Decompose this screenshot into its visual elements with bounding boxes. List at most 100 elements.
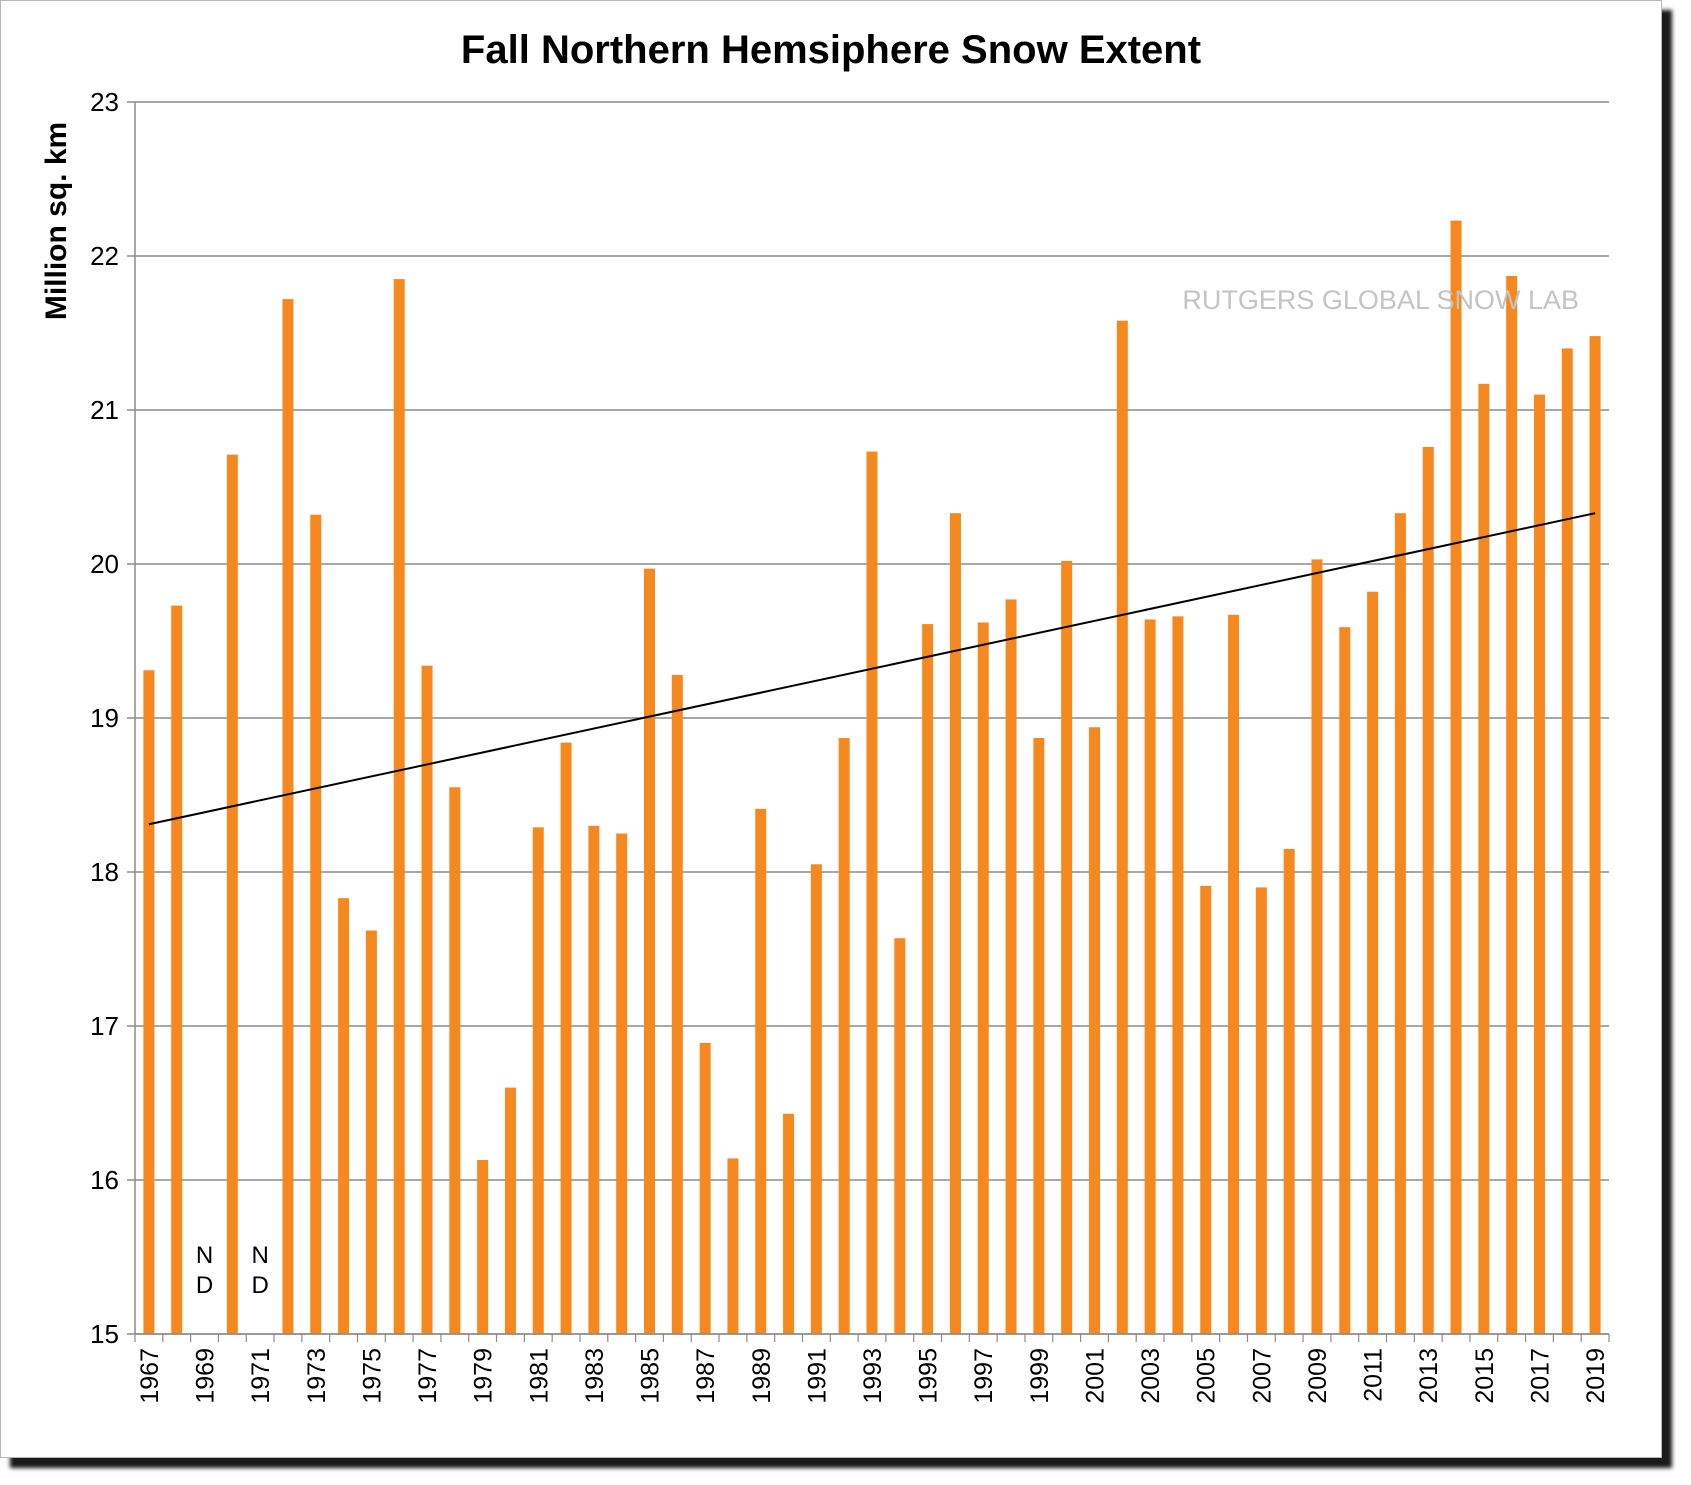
x-tick-label: 1989 xyxy=(748,1348,776,1404)
bar-1989 xyxy=(755,808,767,1334)
bar-1997 xyxy=(977,622,989,1334)
x-tick-label: 2003 xyxy=(1137,1348,1165,1404)
bar-1970 xyxy=(226,454,238,1334)
bar-1988 xyxy=(727,1158,739,1334)
y-tick-label: 15 xyxy=(90,1319,119,1349)
bar-2006 xyxy=(1228,614,1240,1334)
bar-2011 xyxy=(1367,591,1379,1334)
bar-2017 xyxy=(1533,394,1545,1335)
bar-2014 xyxy=(1450,220,1462,1335)
x-tick-label: 1999 xyxy=(1026,1348,1054,1404)
y-tick-label: 18 xyxy=(90,857,119,887)
bar-1994 xyxy=(894,938,906,1334)
bar-1976 xyxy=(393,279,405,1335)
bar-2018 xyxy=(1561,348,1573,1334)
bar-1968 xyxy=(171,605,183,1334)
y-axis-ticks: 15 16 17 18 19 20 21 22 23 xyxy=(90,87,135,1349)
x-tick-label: 1975 xyxy=(358,1348,386,1404)
bar-1998 xyxy=(1005,599,1017,1334)
x-tick-label: 2001 xyxy=(1081,1348,1109,1404)
x-tick-label: 2007 xyxy=(1248,1348,1276,1404)
bar-1985 xyxy=(644,568,656,1334)
chart-canvas: Fall Northern Hemsiphere Snow Extent Mil… xyxy=(40,28,1610,1404)
bar-1991 xyxy=(810,864,822,1334)
x-tick-label: 1987 xyxy=(692,1348,720,1404)
bar-2003 xyxy=(1144,619,1156,1334)
y-tick-label: 23 xyxy=(90,87,119,117)
bar-1999 xyxy=(1033,738,1045,1334)
x-axis-ticks: 1967 1969 1971 1973 1975 1977 1979 1981 1983 1985… xyxy=(134,1334,1610,1404)
no-data-label: N xyxy=(251,1242,268,1269)
bar-2009 xyxy=(1311,559,1323,1334)
x-tick-label: 1973 xyxy=(303,1348,331,1404)
axes xyxy=(134,102,1609,1335)
x-tick-label: 1971 xyxy=(247,1348,275,1404)
bar-2008 xyxy=(1283,848,1295,1334)
x-tick-label: 1985 xyxy=(637,1348,665,1404)
bar-1967 xyxy=(143,670,155,1334)
y-tick-label: 16 xyxy=(90,1165,119,1195)
bar-1995 xyxy=(922,624,934,1334)
bar-1983 xyxy=(588,825,600,1334)
bar-1996 xyxy=(949,513,961,1334)
bar-1974 xyxy=(338,898,350,1334)
bar-1980 xyxy=(504,1087,516,1334)
x-tick-label: 2009 xyxy=(1304,1348,1332,1404)
bar-1977 xyxy=(421,665,433,1334)
bar-1982 xyxy=(560,742,572,1334)
y-tick-label: 20 xyxy=(90,549,119,579)
y-tick-label: 19 xyxy=(90,703,119,733)
x-tick-label: 1979 xyxy=(470,1348,498,1404)
watermark: RUTGERS GLOBAL SNOW LAB xyxy=(1182,285,1579,315)
bar-2013 xyxy=(1422,446,1434,1335)
x-tick-label: 1997 xyxy=(970,1348,998,1404)
bar-1972 xyxy=(282,299,294,1334)
x-tick-label: 1993 xyxy=(859,1348,887,1404)
y-tick-label: 21 xyxy=(90,395,119,425)
trend-line xyxy=(148,512,1596,826)
x-tick-label: 1969 xyxy=(192,1348,220,1404)
bar-1993 xyxy=(866,451,878,1335)
y-axis-label: Million sq. km xyxy=(40,122,73,320)
no-data-label: N xyxy=(196,1242,213,1269)
bar-1979 xyxy=(477,1159,489,1334)
bar-2002 xyxy=(1116,320,1128,1334)
x-tick-label: 1991 xyxy=(803,1348,831,1404)
bar-1986 xyxy=(671,674,683,1334)
bar-2005 xyxy=(1200,885,1212,1334)
x-tick-label: 1977 xyxy=(414,1348,442,1404)
x-tick-label: 1983 xyxy=(581,1348,609,1404)
x-tick-label: 1981 xyxy=(525,1348,553,1404)
bar-1992 xyxy=(838,738,850,1334)
bar-2019 xyxy=(1589,336,1601,1335)
bar-2016 xyxy=(1506,276,1518,1334)
x-tick-label: 2019 xyxy=(1582,1348,1610,1404)
x-tick-label: 1995 xyxy=(915,1348,943,1404)
x-tick-label: 2011 xyxy=(1360,1348,1388,1402)
no-data-label: D xyxy=(196,1272,213,1299)
x-tick-label: 2005 xyxy=(1193,1348,1221,1404)
y-tick-label: 22 xyxy=(90,241,119,271)
x-tick-label: 2017 xyxy=(1526,1348,1554,1404)
bar-2015 xyxy=(1478,383,1490,1334)
no-data-label: D xyxy=(251,1272,268,1299)
bar-2004 xyxy=(1172,616,1184,1334)
x-tick-label: 2015 xyxy=(1471,1348,1499,1404)
chart-title: Fall Northern Hemsiphere Snow Extent xyxy=(461,28,1201,72)
y-tick-label: 17 xyxy=(90,1011,119,1041)
x-tick-label: 1967 xyxy=(136,1348,164,1404)
bar-1990 xyxy=(783,1113,795,1334)
bar-2000 xyxy=(1061,560,1073,1334)
bar-2007 xyxy=(1255,887,1267,1334)
bar-1978 xyxy=(449,787,461,1334)
bar-1975 xyxy=(365,930,377,1334)
bar-1987 xyxy=(699,1042,711,1334)
bar-2001 xyxy=(1088,727,1100,1334)
x-tick-label: 2013 xyxy=(1415,1348,1443,1404)
bar-1973 xyxy=(310,514,322,1334)
bar-2012 xyxy=(1394,513,1406,1334)
bar-2010 xyxy=(1339,627,1351,1334)
chart-frame: Fall Northern Hemsiphere Snow Extent Mil… xyxy=(0,0,1662,1458)
bar-1984 xyxy=(616,833,628,1334)
